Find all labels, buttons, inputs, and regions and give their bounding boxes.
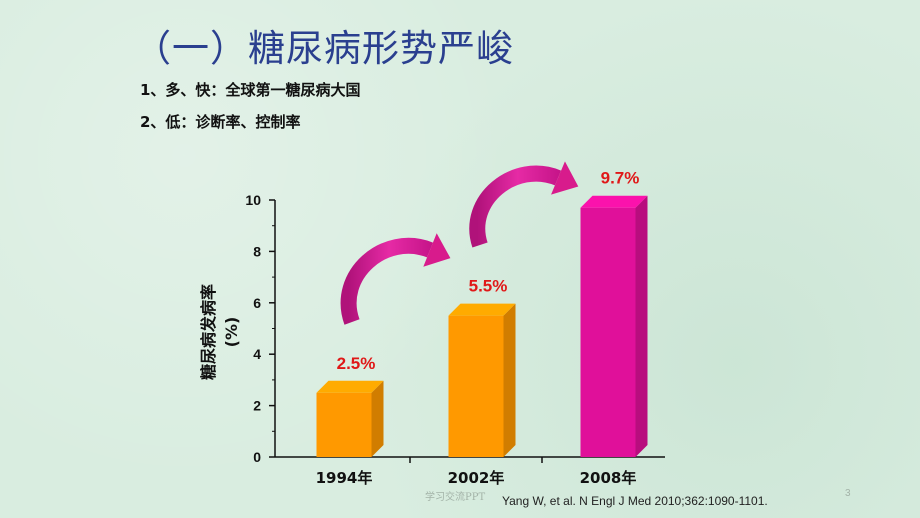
bar-front (316, 392, 372, 457)
bar-side (371, 380, 384, 457)
bar-value-label: 5.5% (469, 277, 508, 296)
bar-value-label: 2.5% (337, 354, 376, 373)
growth-arrow-2 (469, 161, 579, 248)
bullet-point-2: 2、低：诊断率、控制率 (140, 113, 301, 131)
arrow-body (340, 237, 433, 325)
bar-top (316, 380, 384, 393)
y-tick-label: 8 (253, 243, 261, 259)
page-number: 3 (845, 488, 851, 499)
bar-side (503, 303, 516, 457)
arrow-head (423, 233, 451, 267)
chart-bars (316, 195, 648, 457)
bar (448, 303, 516, 457)
y-axis-unit: (%) (222, 317, 241, 348)
bullet-point-1: 1、多、快：全球第一糖尿病大国 (140, 81, 361, 99)
growth-arrow-1 (340, 233, 451, 325)
bar-front (448, 315, 504, 457)
chart-labels: 0 2 4 6 8 10 2.5% 1994年 5.5% 2002年 9.7% 2008年 (245, 169, 639, 487)
bar (316, 380, 384, 457)
arrow-head (551, 161, 579, 195)
bar-front (580, 207, 636, 457)
x-category-label: 2002年 (448, 469, 505, 487)
footer-watermark: 学习交流PPT (425, 492, 486, 503)
citation: Yang W, et al. N Engl J Med 2010;362:109… (502, 494, 768, 508)
bar-side (635, 195, 648, 457)
bar (580, 195, 648, 457)
bar-top (580, 195, 648, 208)
arrow-body (469, 165, 562, 248)
x-category-label: 1994年 (316, 469, 373, 487)
slide-title: （一）糖尿病形势严峻 (134, 27, 514, 70)
y-axis-label: 糖尿病发病率 (199, 284, 218, 380)
y-tick-label: 2 (253, 398, 261, 414)
bar-value-label: 9.7% (601, 169, 640, 188)
bar-top (448, 303, 516, 316)
chart-arrows (340, 161, 579, 325)
y-tick-label: 10 (245, 192, 261, 208)
y-tick-label: 6 (253, 295, 261, 311)
y-tick-label: 0 (253, 449, 261, 465)
y-tick-label: 4 (253, 346, 261, 362)
x-category-label: 2008年 (580, 469, 637, 487)
